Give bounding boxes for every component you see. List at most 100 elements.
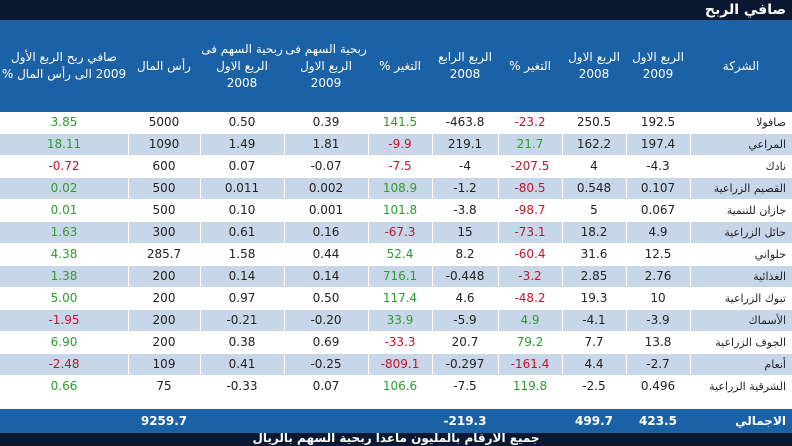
cell-q1-2009: -4.3 [646, 159, 670, 173]
cell-q1-2009: 192.5 [640, 115, 676, 129]
cell-ratio: 3.85 [50, 115, 78, 129]
cell-eps-2008: 0.07 [228, 159, 256, 173]
cell-capital: 5000 [148, 115, 180, 129]
table-row: 6.90 200 0.38 0.69 -33.3 20.7 79.2 7.7 13.8 الجوف… [0, 332, 792, 354]
cell-company: الغذائية [753, 270, 786, 283]
cell-eps-2009: 0.44 [312, 247, 340, 261]
cell-q4-2008: -7.5 [453, 379, 477, 393]
cell-change2: 108.9 [382, 181, 418, 195]
column-header-eps-2009: ربحية السهم فى الربع الاول 2009 [285, 41, 367, 90]
column-divider [200, 112, 201, 409]
cell-company: صافولا [756, 116, 786, 129]
cell-capital: 500 [152, 203, 176, 217]
cell-capital: 285.7 [146, 247, 182, 261]
cell-q1-2009: 0.107 [640, 181, 676, 195]
cell-company: الأسماك [748, 314, 786, 327]
table-row: 1.38 200 0.14 0.14 716.1 -0.448 -3.2 2.85 2.76 ال… [0, 266, 792, 288]
cell-eps-2009: 0.002 [308, 181, 344, 195]
cell-q4-2008: -5.9 [453, 313, 477, 327]
title-bar: صافي الربح [0, 0, 792, 20]
cell-ratio: 18.11 [46, 137, 82, 151]
cell-change2: 117.4 [382, 291, 418, 305]
cell-eps-2008: 0.50 [228, 115, 256, 129]
table-row: 0.02 500 0.011 0.002 108.9 -1.2 -80.5 0.548 0.10… [0, 178, 792, 200]
cell-change1: -80.5 [514, 181, 546, 195]
column-divider [562, 112, 563, 409]
cell-q4-2008: 20.7 [451, 335, 479, 349]
cell-q1-2008: 4 [590, 159, 598, 173]
cell-q1-2008: -4.1 [582, 313, 606, 327]
column-header-capital: رأس المال [137, 58, 191, 73]
cell-change1: -23.2 [514, 115, 546, 129]
cell-change2: 101.8 [382, 203, 418, 217]
cell-capital: 600 [152, 159, 176, 173]
column-divider [498, 112, 499, 409]
column-divider [626, 112, 627, 409]
column-divider [128, 112, 129, 409]
column-header-change1: التغير % [509, 58, 551, 73]
cell-q1-2009: 2.76 [644, 269, 672, 283]
table-row: 5.00 200 0.97 0.50 117.4 4.6 -48.2 19.3 10 تبوك ا… [0, 288, 792, 310]
cell-q1-2009: 10 [650, 291, 666, 305]
table-row: -2.48 109 0.41 -0.25 -809.1 -0.297 -161.4 4.4 -2… [0, 354, 792, 376]
cell-q4-2008: -3.8 [453, 203, 477, 217]
cell-change2: 141.5 [382, 115, 418, 129]
cell-change2: -9.9 [388, 137, 412, 151]
table-body: 3.85 5000 0.50 0.39 141.5 -463.8 -23.2 250.5 192… [0, 112, 792, 398]
cell-change2: -7.5 [388, 159, 412, 173]
cell-change2: -809.1 [380, 357, 420, 371]
cell-q4-2008: 8.2 [455, 247, 475, 261]
column-header-q4-2008: الربع الرابع 2008 [438, 50, 492, 81]
cell-eps-2008: -0.21 [226, 313, 258, 327]
total-q1-2008: 499.7 [575, 414, 613, 428]
cell-company: نادك [765, 160, 786, 173]
cell-capital: 200 [152, 313, 176, 327]
cell-capital: 500 [152, 181, 176, 195]
cell-eps-2009: 0.16 [312, 225, 340, 239]
cell-eps-2009: 1.81 [312, 137, 340, 151]
cell-eps-2008: 1.58 [228, 247, 256, 261]
cell-company: المراعي [748, 138, 786, 151]
table-row: 1.63 300 0.61 0.16 -67.3 15 -73.1 18.2 4.9 حائل ا… [0, 222, 792, 244]
cell-capital: 200 [152, 269, 176, 283]
cell-change1: -3.2 [518, 269, 542, 283]
column-header-eps-2008: ربحية السهم فى الربع الاول 2008 [201, 41, 283, 90]
cell-company: حائل الزراعية [724, 226, 786, 239]
cell-change1: 119.8 [512, 379, 548, 393]
cell-eps-2009: -0.20 [310, 313, 342, 327]
table-row: 3.85 5000 0.50 0.39 141.5 -463.8 -23.2 250.5 192… [0, 112, 792, 134]
cell-ratio: 6.90 [50, 335, 78, 349]
cell-q4-2008: 219.1 [447, 137, 483, 151]
cell-change2: 52.4 [386, 247, 414, 261]
cell-q1-2009: 13.8 [644, 335, 672, 349]
cell-company: القصيم الزراعية [713, 182, 786, 195]
cell-q1-2008: 250.5 [576, 115, 612, 129]
cell-eps-2008: 0.41 [228, 357, 256, 371]
cell-q1-2008: 162.2 [576, 137, 612, 151]
cell-q1-2008: 4.4 [584, 357, 604, 371]
table-row: 4.38 285.7 1.58 0.44 52.4 8.2 -60.4 31.6 12.5 حلو… [0, 244, 792, 266]
cell-q1-2009: 0.067 [640, 203, 676, 217]
total-q1-2009: 423.5 [639, 414, 677, 428]
cell-eps-2008: 0.61 [228, 225, 256, 239]
column-header-ratio: صافي ربح الربع الأول 2009 الى رأس المال … [1, 50, 127, 81]
cell-company: تبوك الزراعية [724, 292, 786, 305]
cell-eps-2009: 0.001 [308, 203, 344, 217]
cell-capital: 200 [152, 291, 176, 305]
cell-q1-2009: 4.9 [648, 225, 668, 239]
cell-eps-2009: 0.07 [312, 379, 340, 393]
cell-capital: 75 [156, 379, 172, 393]
cell-q1-2009: 197.4 [640, 137, 676, 151]
cell-q1-2009: -3.9 [646, 313, 670, 327]
cell-q1-2009: 0.496 [640, 379, 676, 393]
cell-capital: 109 [152, 357, 176, 371]
cell-change1: -73.1 [514, 225, 546, 239]
cell-q1-2008: 31.6 [580, 247, 608, 261]
cell-q1-2009: -2.7 [646, 357, 670, 371]
cell-change2: -33.3 [384, 335, 416, 349]
cell-company: الشرقية الزراعية [709, 380, 786, 393]
cell-company: أنعام [764, 358, 786, 371]
cell-ratio: -2.48 [48, 357, 80, 371]
total-q4-2008: -219.3 [443, 414, 487, 428]
